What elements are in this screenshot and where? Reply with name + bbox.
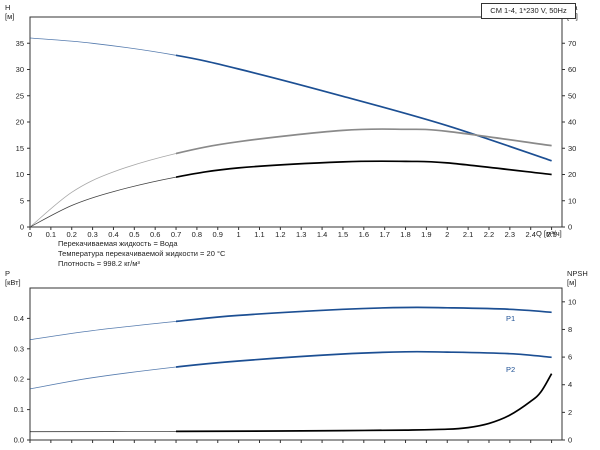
top-right-ticks: 0 10 20 30 40 50 60 70 bbox=[562, 39, 576, 232]
bottom-right-axis-unit: [м] bbox=[567, 278, 576, 287]
top-x-tick-label: 0.5 bbox=[129, 230, 139, 239]
info-density: Плотность = 998.2 кг/м³ bbox=[58, 259, 140, 268]
top-series-1-extended-line bbox=[29, 160, 552, 228]
top-series bbox=[29, 37, 552, 228]
top-series-2-line bbox=[176, 128, 552, 155]
top-left-tick-label: 30 bbox=[16, 65, 24, 74]
top-x-tick-label: 1 bbox=[237, 230, 241, 239]
bottom-right-tick-label: 8 bbox=[568, 325, 572, 334]
bottom-right-tick-label: 6 bbox=[568, 353, 572, 362]
top-series-0-extended-line bbox=[29, 37, 552, 162]
top-x-tick-label: 1.8 bbox=[400, 230, 410, 239]
top-left-tick-label: 35 bbox=[16, 39, 24, 48]
top-right-tick-label: 50 bbox=[568, 91, 576, 100]
bottom-right-tick-label: 4 bbox=[568, 380, 572, 389]
top-left-tick-label: 10 bbox=[16, 170, 24, 179]
top-x-tick-label: 2.5 bbox=[546, 230, 556, 239]
series-label-p2: P2 bbox=[506, 365, 515, 374]
bottom-right-axis-label: NPSH bbox=[567, 269, 588, 278]
top-series-2-extended-line bbox=[29, 128, 552, 228]
bottom-left-ticks: 0.0 0.1 0.2 0.3 0.4 bbox=[14, 314, 30, 445]
bottom-x-ticks bbox=[29, 440, 553, 443]
top-left-axis-label: H bbox=[5, 3, 10, 12]
top-x-tick-label: 2.1 bbox=[463, 230, 473, 239]
top-x-tick-label: 1.5 bbox=[338, 230, 348, 239]
top-x-tick-label: 0.8 bbox=[192, 230, 202, 239]
top-x-ticks: 0 0.1 0.2 0.3 0.4 0.5 0.6 0.7 0.8 0.9 1 1.1 1.2 1.3 1.… bbox=[28, 227, 557, 239]
bottom-chart-frame bbox=[29, 287, 563, 441]
top-x-tick-label: 0.1 bbox=[46, 230, 56, 239]
top-x-tick-label: 0.4 bbox=[108, 230, 118, 239]
top-x-tick-label: 1.6 bbox=[359, 230, 369, 239]
top-right-tick-label: 30 bbox=[568, 144, 576, 153]
top-right-tick-label: 40 bbox=[568, 118, 576, 127]
top-x-tick-label: 1.7 bbox=[379, 230, 389, 239]
bottom-left-tick-label: 0.2 bbox=[14, 375, 24, 384]
bottom-left-axis-label: P bbox=[5, 269, 10, 278]
top-series-0-line bbox=[176, 54, 552, 162]
top-x-tick-label: 2.4 bbox=[525, 230, 535, 239]
bottom-right-tick-label: 0 bbox=[568, 436, 572, 445]
top-x-tick-label: 0.7 bbox=[171, 230, 181, 239]
bottom-chart: 0.0 0.1 0.2 0.3 0.4 0 2 4 6 8 10 P [кВт] NPSH [м]… bbox=[5, 269, 588, 445]
top-right-tick-label: 0 bbox=[568, 223, 572, 232]
series-label-p1: P1 bbox=[506, 314, 515, 323]
top-right-tick-label: 20 bbox=[568, 170, 576, 179]
top-x-tick-label: 0.3 bbox=[87, 230, 97, 239]
bottom-series bbox=[29, 306, 553, 433]
top-chart: 0 0.1 0.2 0.3 0.4 0.5 0.6 0.7 0.8 0.9 1 1.1 1.2 1.3 1.… bbox=[5, 3, 578, 239]
top-left-tick-label: 20 bbox=[16, 118, 24, 127]
top-right-tick-label: 60 bbox=[568, 65, 576, 74]
bottom-left-tick-label: 0.3 bbox=[14, 344, 24, 353]
top-x-axis-label: Q [м³/ч] bbox=[536, 229, 562, 238]
bottom-right-tick-label: 10 bbox=[568, 297, 576, 306]
top-left-tick-label: 5 bbox=[20, 196, 24, 205]
bottom-right-ticks: 0 2 4 6 8 10 bbox=[562, 297, 576, 445]
bottom-left-tick-label: 0.0 bbox=[14, 436, 24, 445]
bottom-series-2-extended-line bbox=[29, 373, 552, 433]
top-x-tick-label: 1.9 bbox=[421, 230, 431, 239]
bottom-series-0-line bbox=[176, 306, 552, 323]
top-series-1-line bbox=[176, 160, 552, 178]
bottom-series-1-line bbox=[176, 350, 552, 368]
bottom-left-axis-unit: [кВт] bbox=[5, 278, 21, 287]
top-left-ticks: 0 5 10 15 20 25 30 35 bbox=[16, 39, 30, 232]
top-x-tick-label: 1.4 bbox=[317, 230, 327, 239]
info-liquid: Перекачиваемая жидкость = Вода bbox=[58, 239, 178, 248]
top-right-tick-label: 70 bbox=[568, 39, 576, 48]
top-left-tick-label: 0 bbox=[20, 223, 24, 232]
top-x-tick-label: 2.2 bbox=[484, 230, 494, 239]
top-x-tick-label: 0.2 bbox=[67, 230, 77, 239]
top-left-axis-unit: [м] bbox=[5, 12, 14, 21]
top-chart-frame bbox=[29, 16, 563, 228]
bottom-left-tick-label: 0.4 bbox=[14, 314, 24, 323]
top-x-tick-label: 1.2 bbox=[275, 230, 285, 239]
info-temperature: Температура перекачиваемой жидкости = 20… bbox=[58, 249, 226, 258]
top-x-tick-label: 2.3 bbox=[505, 230, 515, 239]
top-left-tick-label: 25 bbox=[16, 91, 24, 100]
top-x-tick-label: 1.3 bbox=[296, 230, 306, 239]
bottom-series-2-line bbox=[176, 373, 553, 433]
top-x-tick-label: 2 bbox=[445, 230, 449, 239]
top-x-tick-label: 0 bbox=[28, 230, 32, 239]
top-left-tick-label: 15 bbox=[16, 144, 24, 153]
bottom-left-tick-label: 0.1 bbox=[14, 405, 24, 414]
chart-title-box: CM 1-4, 1*230 V, 50Hz bbox=[481, 3, 576, 19]
top-x-tick-label: 0.6 bbox=[150, 230, 160, 239]
bottom-right-tick-label: 2 bbox=[568, 408, 572, 417]
top-x-tick-label: 0.9 bbox=[213, 230, 223, 239]
top-x-tick-label: 1.1 bbox=[254, 230, 264, 239]
top-right-tick-label: 10 bbox=[568, 196, 576, 205]
